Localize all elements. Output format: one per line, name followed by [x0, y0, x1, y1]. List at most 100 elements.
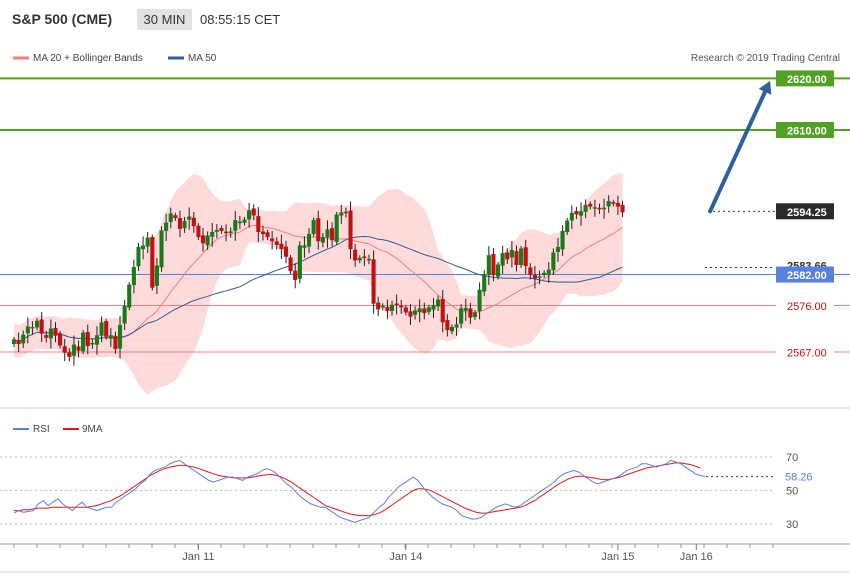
candle	[334, 211, 339, 245]
candle-body	[583, 205, 588, 212]
candle	[468, 302, 473, 325]
candle	[583, 199, 588, 219]
candle	[542, 270, 547, 278]
candle-body	[177, 218, 183, 229]
candle	[362, 249, 367, 267]
candle-body	[454, 324, 459, 328]
candle-body	[542, 272, 547, 276]
candle	[459, 304, 464, 329]
candle-body	[154, 265, 159, 286]
pivot-level-label: 2582.00	[787, 270, 827, 282]
candle-body	[606, 200, 611, 207]
candle-body	[413, 310, 418, 315]
candle-body	[422, 308, 427, 314]
candle-body	[519, 248, 524, 265]
candle-body	[353, 249, 358, 261]
candle	[445, 314, 450, 337]
candle	[551, 248, 556, 275]
legend-ma50-label: MA 50	[188, 53, 217, 64]
candle	[150, 234, 155, 291]
research-credit: Research © 2019 Trading Central	[691, 53, 840, 64]
candle-body	[62, 346, 67, 353]
candle-body	[94, 335, 100, 345]
candle	[21, 330, 26, 349]
candle-body	[187, 216, 192, 220]
candle-body	[173, 215, 178, 219]
candle	[16, 332, 21, 353]
candle	[48, 319, 53, 349]
candle	[348, 201, 353, 260]
candle-body	[131, 267, 136, 286]
candle	[353, 243, 358, 267]
rsi-line	[13, 459, 706, 523]
candle	[389, 300, 395, 316]
candle	[394, 294, 399, 315]
candle	[399, 299, 404, 314]
candle-body	[53, 327, 58, 336]
arrow-shaft	[708, 89, 768, 214]
candle-body	[399, 305, 404, 308]
candle-body	[228, 231, 233, 233]
candle-body	[445, 319, 450, 331]
candle-body	[588, 203, 593, 207]
candle	[177, 210, 183, 238]
candle	[519, 245, 524, 268]
candle	[477, 282, 482, 320]
candle-body	[30, 326, 35, 329]
candle-body	[389, 304, 395, 311]
candle-body	[104, 321, 109, 337]
candle-body	[592, 207, 597, 209]
candle-body	[537, 276, 542, 278]
candle	[99, 316, 104, 343]
projection-arrow	[708, 80, 772, 214]
candle	[191, 211, 196, 233]
rsi-tick-label: 30	[786, 519, 798, 531]
candle	[210, 222, 215, 247]
candle-body	[99, 322, 104, 336]
candle	[366, 254, 372, 265]
pivot-level-label-box	[776, 266, 834, 283]
candle	[127, 282, 132, 311]
candle-body	[449, 326, 454, 332]
candle-body	[385, 307, 390, 311]
candle	[592, 199, 597, 217]
candle-body	[306, 234, 312, 247]
candle-body	[546, 269, 551, 275]
candle	[62, 338, 67, 362]
candle-body	[256, 216, 261, 232]
candle-body	[16, 339, 21, 344]
candle	[164, 213, 169, 241]
candle-body	[463, 307, 468, 311]
candle-body	[620, 204, 625, 213]
candle	[302, 236, 307, 258]
candle	[53, 322, 58, 343]
candle-body	[251, 208, 256, 216]
candle	[482, 270, 487, 297]
timeframe-badge[interactable]	[137, 9, 192, 30]
candle	[270, 231, 275, 250]
date-tick-label: Jan 16	[680, 551, 713, 563]
candle	[260, 225, 265, 241]
candle	[293, 263, 298, 289]
candle-body	[145, 237, 150, 247]
candle-body	[136, 246, 141, 267]
candle-body	[293, 270, 298, 280]
candle	[505, 248, 510, 264]
candle-body	[505, 252, 510, 260]
candle-body	[426, 307, 431, 312]
last-price-level-label: 2594.25	[787, 207, 827, 219]
legend-rsi-label: RSI	[33, 424, 50, 435]
candle-body	[141, 245, 146, 250]
candle	[71, 335, 76, 366]
target-level-label-box	[776, 122, 834, 138]
level-labels: 2620.002610.002594.252583.662582.002576.…	[776, 70, 834, 360]
candle-body	[514, 251, 519, 265]
candle-body	[560, 230, 565, 250]
candle	[85, 324, 90, 355]
candle-body	[44, 335, 49, 338]
legend-ma20-label: MA 20 + Bollinger Bands	[33, 53, 143, 64]
candle-body	[265, 232, 270, 238]
candle	[228, 227, 233, 238]
candle-body	[90, 342, 95, 345]
candle	[357, 255, 362, 264]
